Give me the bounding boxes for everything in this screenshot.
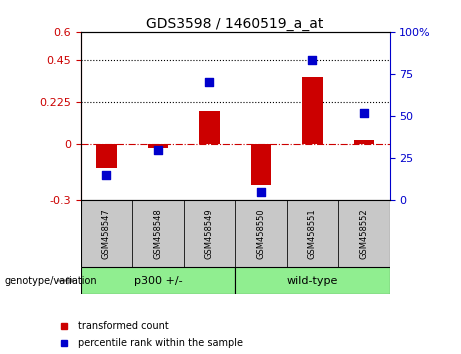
Text: percentile rank within the sample: percentile rank within the sample <box>77 338 242 348</box>
Bar <box>235 267 390 294</box>
Text: GSM458552: GSM458552 <box>359 208 368 259</box>
Bar <box>183 200 235 267</box>
Bar <box>132 200 183 267</box>
Point <box>257 189 265 194</box>
Title: GDS3598 / 1460519_a_at: GDS3598 / 1460519_a_at <box>147 17 324 31</box>
Bar <box>338 200 390 267</box>
Bar <box>302 77 323 144</box>
Point <box>154 147 161 152</box>
Bar <box>199 111 220 144</box>
Text: p300 +/-: p300 +/- <box>134 275 182 286</box>
Text: GSM458551: GSM458551 <box>308 208 317 259</box>
Bar <box>81 200 132 267</box>
Text: GSM458550: GSM458550 <box>256 208 266 259</box>
Bar <box>250 144 271 185</box>
Text: GSM458548: GSM458548 <box>154 208 162 259</box>
Bar <box>235 200 287 267</box>
Point <box>103 172 110 178</box>
Text: wild-type: wild-type <box>287 275 338 286</box>
Point <box>360 110 367 115</box>
Bar <box>287 200 338 267</box>
Text: GSM458549: GSM458549 <box>205 208 214 259</box>
Text: GSM458547: GSM458547 <box>102 208 111 259</box>
Bar <box>81 267 235 294</box>
Bar <box>354 140 374 144</box>
Point <box>206 80 213 85</box>
Bar <box>148 144 168 148</box>
Text: transformed count: transformed count <box>77 321 168 331</box>
Text: genotype/variation: genotype/variation <box>5 275 97 286</box>
Bar <box>96 144 117 168</box>
Point <box>308 58 316 63</box>
